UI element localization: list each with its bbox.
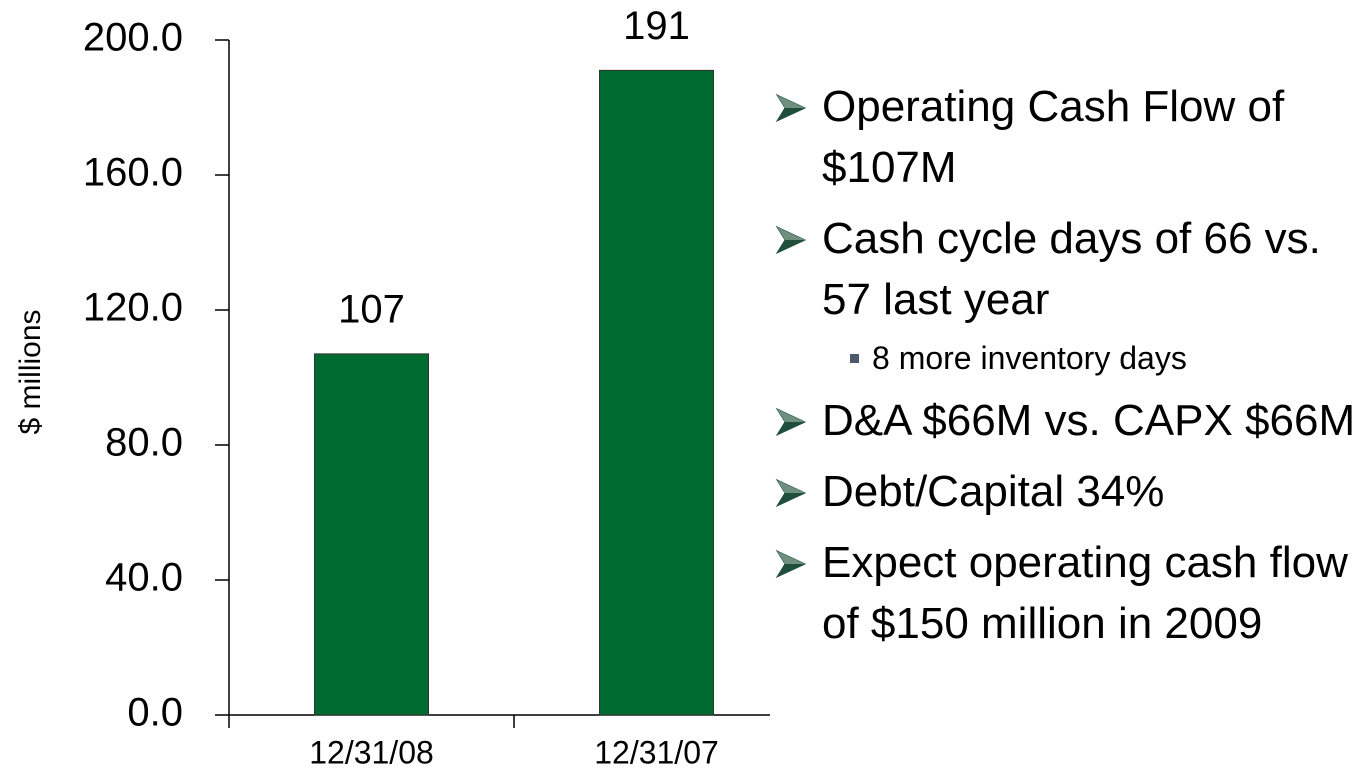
- y-axis-label: $ millions: [14, 309, 47, 434]
- x-tick-label: 12/31/08: [309, 734, 434, 770]
- square-icon: [850, 354, 859, 363]
- arrow-icon: [775, 93, 807, 123]
- bullet: Expect operating cash flow of $150 milli…: [775, 532, 1367, 654]
- bullet-text: D&A $66M vs. CAPX $66M: [822, 396, 1356, 445]
- y-tick-label: 120.0: [83, 286, 183, 330]
- arrow-icon: [775, 225, 807, 255]
- bullet-text: Expect operating cash flow of $150 milli…: [822, 538, 1348, 648]
- bar: [314, 353, 429, 716]
- y-tick-label: 200.0: [83, 16, 183, 60]
- bar: [599, 69, 714, 716]
- bullet-text: Debt/Capital 34%: [822, 467, 1165, 516]
- bullet-text: 8 more inventory days: [872, 340, 1187, 376]
- sub-bullet: 8 more inventory days: [775, 336, 1367, 380]
- bullet: Cash cycle days of 66 vs. 57 last year: [775, 208, 1367, 330]
- y-tick-label: 80.0: [105, 421, 183, 465]
- y-tick-label: 0.0: [127, 691, 183, 735]
- bullet-text: Cash cycle days of 66 vs. 57 last year: [822, 214, 1321, 324]
- arrow-icon: [775, 407, 807, 437]
- bullet: Debt/Capital 34%: [775, 461, 1367, 522]
- arrow-icon: [775, 549, 807, 579]
- bullet: D&A $66M vs. CAPX $66M: [775, 390, 1367, 451]
- y-tick-label: 40.0: [105, 556, 183, 600]
- value-label: 107: [338, 287, 405, 331]
- x-tick-label: 12/31/07: [594, 734, 719, 770]
- bullet-list: Operating Cash Flow of $107M Cash cycle d…: [775, 76, 1367, 664]
- chart: $ millions 0.0 40.0 80.0 120.0 160.0 200.0 12/…: [14, 4, 770, 770]
- y-tick-label: 160.0: [83, 151, 183, 195]
- arrow-icon: [775, 478, 807, 508]
- bullet-text: Operating Cash Flow of $107M: [822, 82, 1285, 192]
- bullet: Operating Cash Flow of $107M: [775, 76, 1367, 198]
- value-label: 191: [623, 4, 690, 48]
